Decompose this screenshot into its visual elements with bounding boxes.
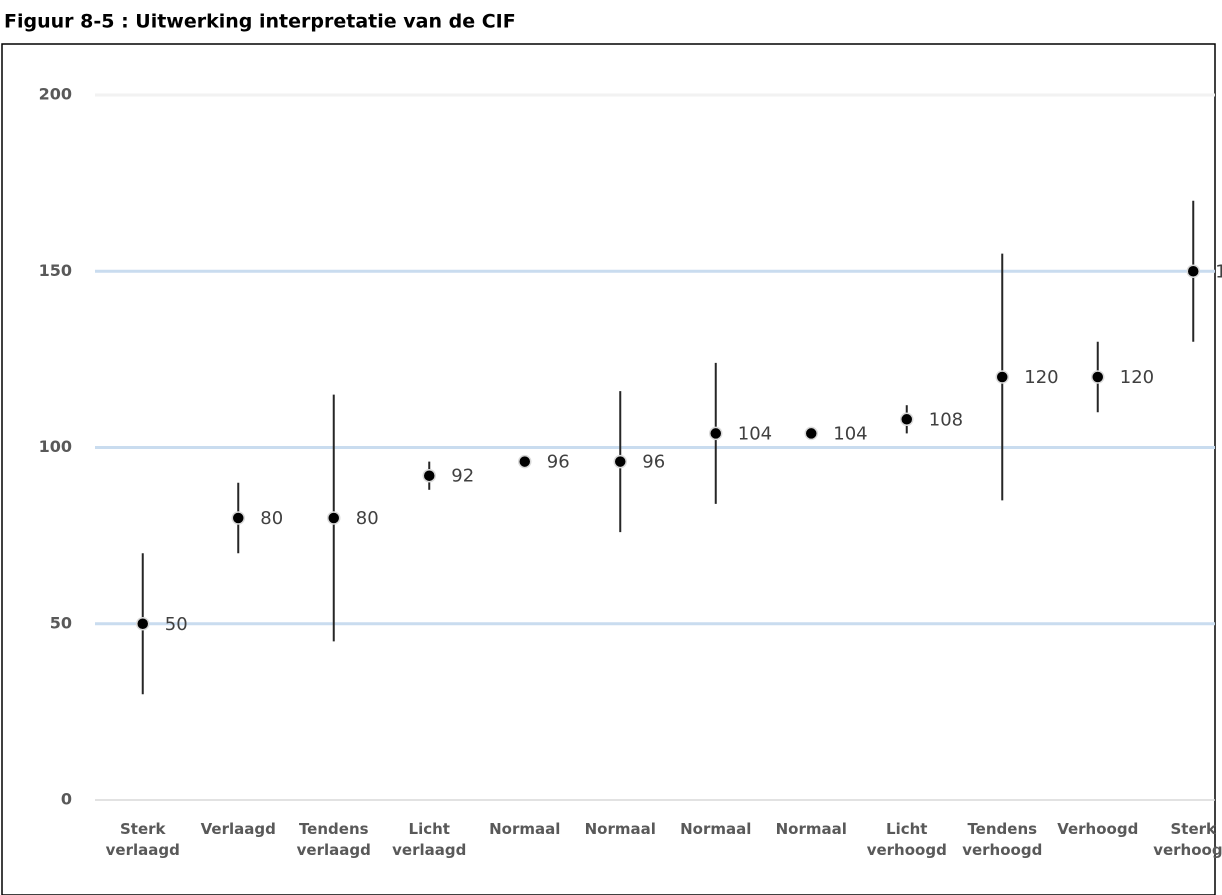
point (231, 511, 245, 525)
point (518, 454, 532, 469)
x-tick-label: Licht verhoogd (867, 820, 947, 859)
data-label: 92 (451, 466, 474, 487)
x-tick-label: Sterk verlaagd (106, 820, 180, 859)
x-tick-label-line: Sterk (120, 820, 167, 838)
data-label: 96 (642, 452, 665, 473)
x-tick-label: Normaal (585, 820, 656, 838)
y-tick-label: 100 (39, 437, 72, 456)
x-tick-label-line: Normaal (776, 820, 847, 838)
x-tick-label-line: Normaal (680, 820, 751, 838)
point (995, 370, 1009, 384)
data-label: 50 (165, 614, 188, 635)
data-label: 80 (260, 508, 283, 529)
y-tick-label: 150 (39, 261, 72, 280)
data-label: 150 (1215, 261, 1222, 282)
chart-title: Figuur 8-5 : Uitwerking interpretatie va… (4, 11, 516, 33)
point (804, 426, 818, 441)
y-tick-label: 200 (39, 85, 72, 104)
x-tick-label: Normaal (680, 820, 751, 838)
x-tick-label-line: Licht (409, 820, 450, 838)
y-tick-label: 0 (61, 790, 72, 809)
x-tick-label-line: verlaagd (392, 841, 466, 859)
x-tick-label: Normaal (776, 820, 847, 838)
frame (1, 43, 1216, 895)
data-label: 120 (1024, 367, 1058, 388)
x-tick-label-line: verhoogd (1153, 841, 1222, 859)
point (1091, 370, 1105, 384)
data-label: 104 (738, 423, 772, 444)
x-tick-label-line: Licht (886, 820, 927, 838)
x-tick-label: Licht verlaagd (392, 820, 466, 859)
point (136, 617, 150, 631)
y-tick-label: 50 (50, 613, 72, 632)
data-label: 120 (1120, 367, 1154, 388)
x-tick-label: Sterk verhoogd (1153, 820, 1222, 859)
data-label: 108 (929, 409, 963, 430)
x-tick-label-line: Normaal (585, 820, 656, 838)
x-tick-label: Tendens verhoogd (962, 820, 1042, 859)
data-label: 96 (547, 452, 570, 473)
x-tick-label-line: verhoogd (962, 841, 1042, 859)
x-tick-label-line: verhoogd (867, 841, 947, 859)
x-tick-label-line: verlaagd (106, 841, 180, 859)
data-label: 104 (833, 423, 867, 444)
x-tick-label: Verhoogd (1057, 820, 1138, 838)
x-tick-label: Verlaagd (201, 820, 276, 838)
x-tick-label: Normaal (489, 820, 560, 838)
point (709, 426, 723, 441)
point (422, 468, 436, 483)
data-label: 80 (356, 508, 379, 529)
x-tick-label-line: Sterk (1170, 820, 1217, 838)
x-tick-label-line: Tendens (299, 820, 369, 838)
x-tick-label-line: Tendens (967, 820, 1037, 838)
x-tick-label-line: verlaagd (297, 841, 371, 859)
x-tick-label-line: Verhoogd (1057, 820, 1138, 838)
x-tick-label: Tendens verlaagd (297, 820, 371, 859)
x-tick-label-line: Normaal (489, 820, 560, 838)
x-tick-label-line: Verlaagd (201, 820, 276, 838)
point (613, 454, 627, 469)
point (327, 511, 341, 525)
point (900, 412, 914, 427)
point (1186, 264, 1200, 278)
